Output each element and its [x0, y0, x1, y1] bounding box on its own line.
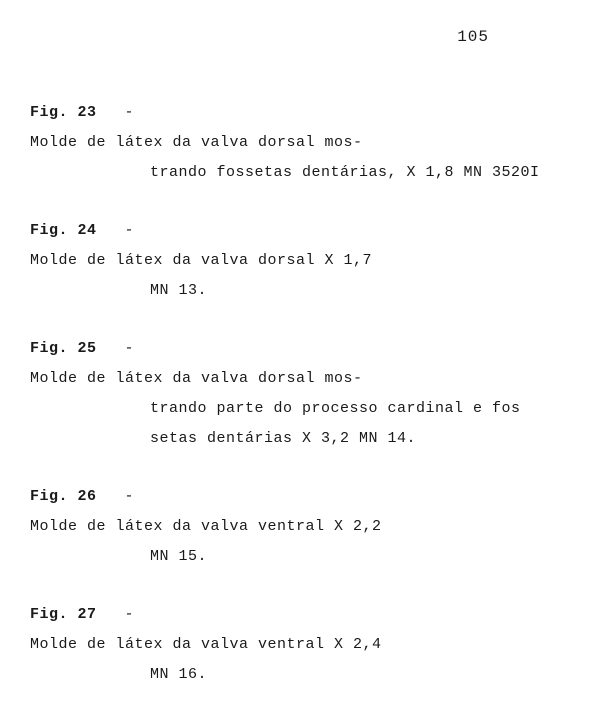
figure-description-line2: MN 13.: [150, 276, 549, 306]
figure-captions-list: Fig. 23 - Molde de látex da valva dorsal…: [30, 98, 549, 718]
figure-description-line1: Molde de látex da valva ventral X 2,4: [30, 630, 425, 660]
figure-description-line2: MN 15.: [150, 542, 549, 572]
separator-dash: -: [125, 98, 160, 128]
figure-label: Fig. 25: [30, 334, 115, 364]
figure-label: Fig. 23: [30, 98, 115, 128]
figure-description-line1: Molde de látex da valva dorsal mos-: [30, 364, 425, 394]
figure-caption-23: Fig. 23 - Molde de látex da valva dorsal…: [30, 98, 549, 188]
separator-dash: -: [125, 600, 160, 630]
figure-description-line2: trando fossetas dentárias, X 1,8 MN 3520…: [150, 158, 549, 188]
figure-label: Fig. 27: [30, 600, 115, 630]
figure-caption-27: Fig. 27 - Molde de látex da valva ventra…: [30, 600, 549, 690]
figure-description-line2: trando parte do processo cardinal e fos: [150, 394, 549, 424]
figure-description-line1: Molde de látex da valva dorsal mos-: [30, 128, 425, 158]
figure-caption-25: Fig. 25 - Molde de látex da valva dorsal…: [30, 334, 549, 454]
figure-description-line1: Molde de látex da valva ventral X 2,2: [30, 512, 425, 542]
separator-dash: -: [125, 482, 160, 512]
figure-caption-26: Fig. 26 - Molde de látex da valva ventra…: [30, 482, 549, 572]
figure-description-line1: Molde de látex da valva dorsal X 1,7: [30, 246, 425, 276]
figure-label: Fig. 24: [30, 216, 115, 246]
figure-caption-24: Fig. 24 - Molde de látex da valva dorsal…: [30, 216, 549, 306]
separator-dash: -: [125, 334, 160, 364]
page-number: 105: [457, 28, 489, 46]
separator-dash: -: [125, 216, 160, 246]
figure-description-line2: MN 16.: [150, 660, 549, 690]
figure-description-line3: setas dentárias X 3,2 MN 14.: [150, 424, 549, 454]
figure-label: Fig. 26: [30, 482, 115, 512]
